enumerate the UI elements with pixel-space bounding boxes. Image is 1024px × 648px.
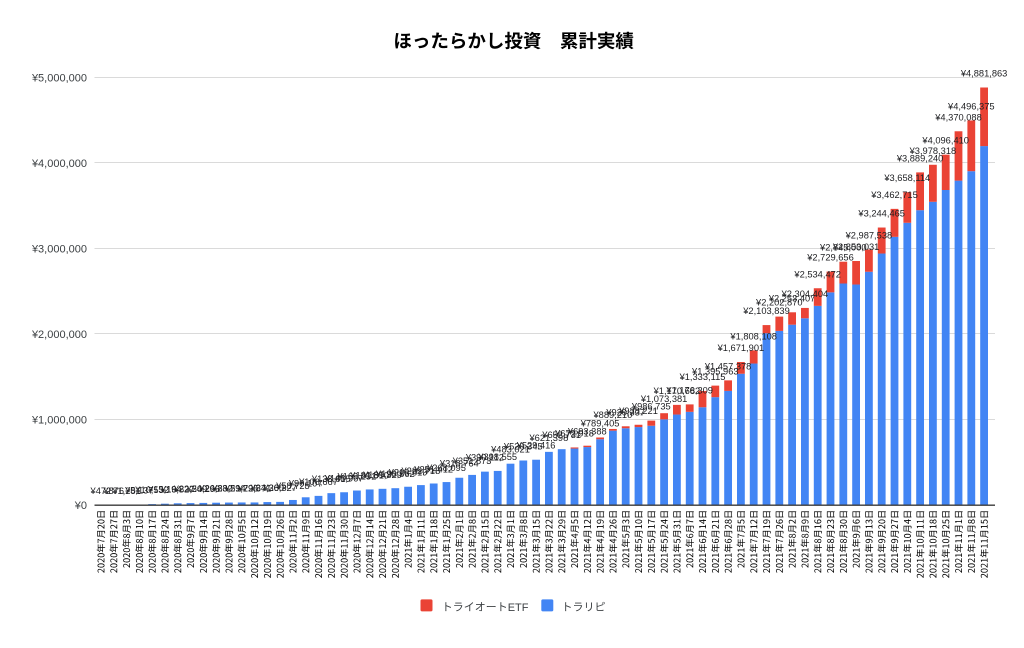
svg-text:¥4,496,375: ¥4,496,375 bbox=[947, 102, 995, 112]
svg-text:¥5,000,000: ¥5,000,000 bbox=[31, 72, 87, 84]
svg-text:¥3,244,465: ¥3,244,465 bbox=[857, 209, 905, 219]
svg-text:¥3,658,114: ¥3,658,114 bbox=[883, 173, 930, 183]
svg-text:¥3,978,318: ¥3,978,318 bbox=[909, 146, 957, 156]
svg-text:¥1,457,378: ¥1,457,378 bbox=[704, 361, 752, 371]
svg-text:¥789,405: ¥789,405 bbox=[580, 419, 620, 429]
svg-text:¥2,304,404: ¥2,304,404 bbox=[781, 289, 829, 299]
svg-text:¥1,808,108: ¥1,808,108 bbox=[729, 331, 777, 341]
svg-text:¥2,729,656: ¥2,729,656 bbox=[806, 253, 854, 263]
svg-text:¥4,881,863: ¥4,881,863 bbox=[960, 69, 1008, 79]
svg-text:¥0: ¥0 bbox=[74, 500, 87, 512]
svg-text:¥3,462,715: ¥3,462,715 bbox=[870, 190, 918, 200]
svg-text:¥2,534,472: ¥2,534,472 bbox=[793, 269, 841, 279]
svg-text:¥2,853,031: ¥2,853,031 bbox=[832, 242, 880, 252]
svg-text:¥3,000,000: ¥3,000,000 bbox=[31, 243, 87, 255]
svg-text:¥2,987,538: ¥2,987,538 bbox=[845, 231, 893, 241]
svg-text:¥4,370,088: ¥4,370,088 bbox=[934, 112, 982, 122]
svg-text:¥1,671,901: ¥1,671,901 bbox=[717, 343, 765, 353]
svg-text:ETF: ETF bbox=[508, 602, 529, 614]
svg-text:¥2,000,000: ¥2,000,000 bbox=[31, 329, 87, 341]
svg-text:¥1,176,309: ¥1,176,309 bbox=[665, 385, 713, 395]
svg-text:¥4,096,410: ¥4,096,410 bbox=[921, 136, 969, 146]
svg-text:¥1,000,000: ¥1,000,000 bbox=[31, 415, 87, 427]
svg-text:¥4,000,000: ¥4,000,000 bbox=[31, 158, 87, 170]
